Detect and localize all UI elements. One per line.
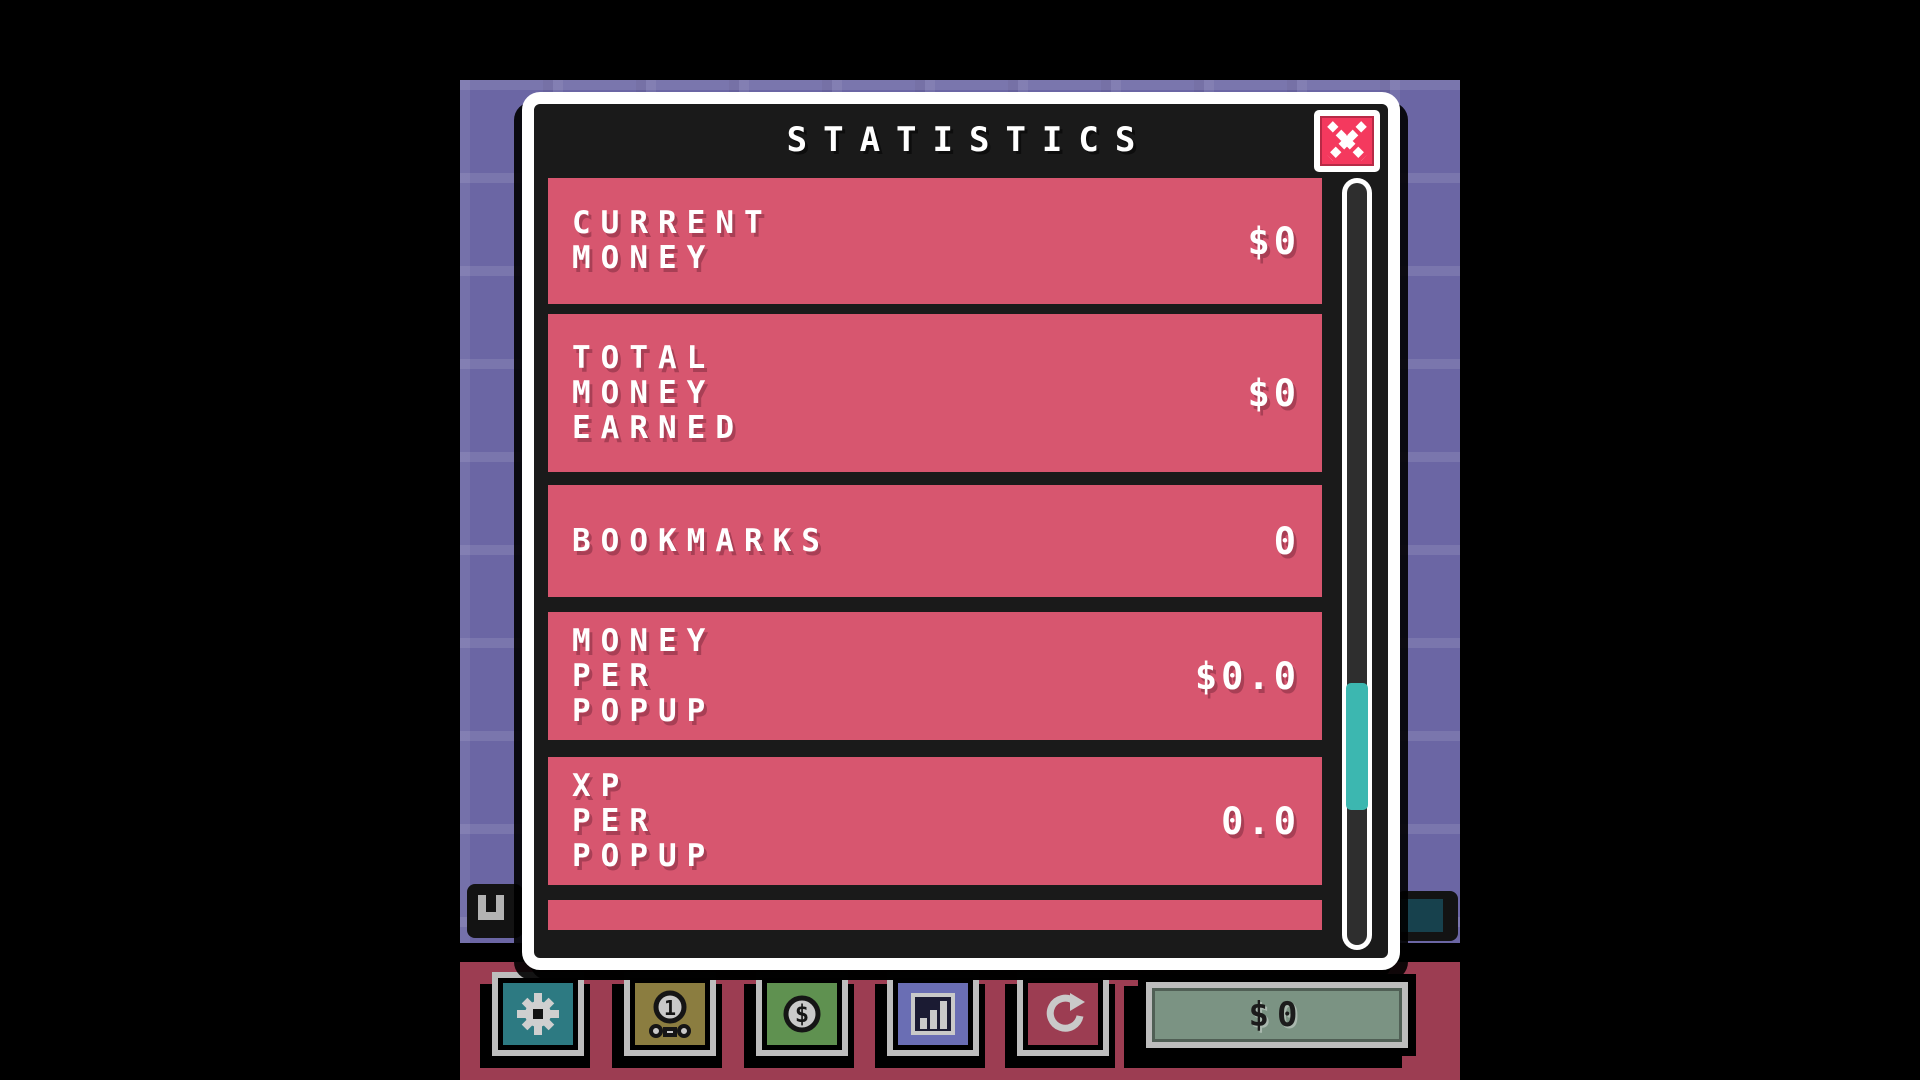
medal-badge-number: 1 <box>664 996 676 1020</box>
stat-row-xp-per-popup: XP PER POPUP 0.0 <box>548 757 1322 885</box>
dialog-scrollbar[interactable] <box>1342 178 1372 950</box>
stat-row-bookmarks: BOOKMARKS 0 <box>548 485 1322 597</box>
dollar-glyph: $ <box>795 1000 809 1028</box>
scrollbar-track[interactable] <box>1346 183 1368 945</box>
dollar-coin-icon: $ <box>783 995 821 1033</box>
settings-button[interactable] <box>492 972 584 1056</box>
stat-value: 0.0 <box>1221 799 1300 843</box>
stat-row-total-money-earned: TOTAL MONEY EARNED $0 <box>548 314 1322 472</box>
stat-row-current-money: CURRENT MONEY $0 <box>548 178 1322 304</box>
stat-row-money-per-popup: MONEY PER POPUP $0.0 <box>548 612 1322 740</box>
restart-button[interactable] <box>1017 972 1109 1056</box>
stat-value: $0 <box>1247 371 1300 415</box>
stats-list: CURRENT MONEY $0 TOTAL MONEY EARNED $0 B… <box>548 178 1322 930</box>
achievements-button[interactable]: 1 <box>624 972 716 1056</box>
stat-label: BOOKMARKS <box>572 522 830 559</box>
stat-label: XP PER POPUP <box>572 767 716 874</box>
stat-row-partial <box>548 900 1322 930</box>
restart-arrow-icon <box>1046 993 1085 1032</box>
medal-icon: 1 <box>649 990 691 1038</box>
hud-level-bar-fragment-left <box>467 884 523 938</box>
bar-chart-icon <box>911 993 955 1035</box>
close-button-face <box>1320 116 1374 166</box>
close-x-icon <box>1327 121 1367 161</box>
stat-label: CURRENT MONEY <box>572 205 773 276</box>
money-upgrades-button[interactable]: $ <box>756 972 848 1056</box>
statistics-button[interactable] <box>887 972 979 1056</box>
progress-fill <box>1401 899 1443 932</box>
stat-label: TOTAL MONEY EARNED <box>572 339 744 446</box>
hud-progress-bar-fragment-right <box>1396 891 1458 941</box>
level-glyph-fragment <box>478 895 504 920</box>
stat-value: $0 <box>1247 219 1300 263</box>
stat-label: MONEY PER POPUP <box>572 622 716 729</box>
bottom-toolbar: 1 $ <box>460 962 1460 1080</box>
stat-value: 0 <box>1273 519 1300 563</box>
statistics-dialog: STATISTICS CURRENT MONEY $0 TOTAL MONEY … <box>522 92 1400 970</box>
gear-icon <box>517 993 559 1035</box>
stat-value: $0.0 <box>1194 654 1300 698</box>
money-counter: $0 <box>1138 974 1416 1056</box>
money-counter-value: $0 <box>1146 982 1408 1048</box>
dialog-title: STATISTICS <box>786 120 1152 160</box>
scrollbar-thumb[interactable] <box>1346 683 1368 810</box>
close-button[interactable] <box>1314 110 1380 172</box>
